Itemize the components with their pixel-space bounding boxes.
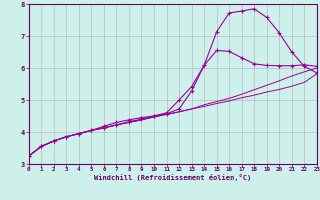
X-axis label: Windchill (Refroidissement éolien,°C): Windchill (Refroidissement éolien,°C)	[94, 174, 252, 181]
